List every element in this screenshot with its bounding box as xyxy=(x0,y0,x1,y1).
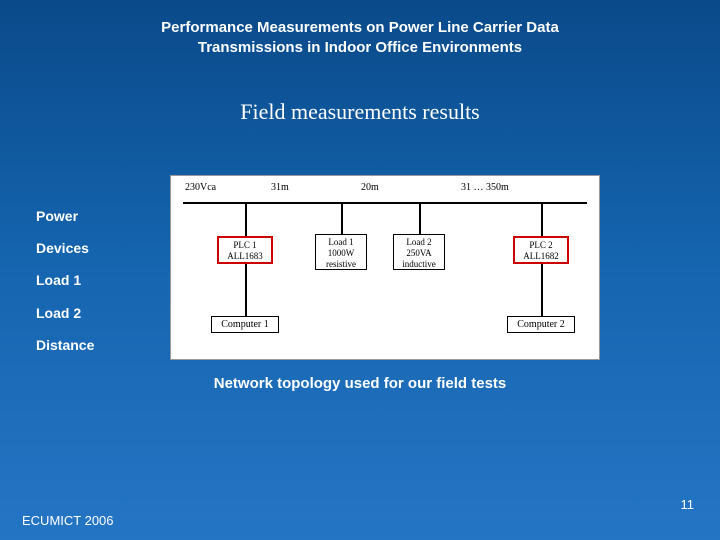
header-line2: Transmissions in Indoor Office Environme… xyxy=(198,39,522,56)
power-bus-line xyxy=(183,202,587,204)
footer-page-number: 11 xyxy=(681,497,695,512)
plc-node: PLC 1ALL1683 xyxy=(217,236,273,264)
sidebar-item: Load 2 xyxy=(36,297,94,329)
sidebar-item: Distance xyxy=(36,329,94,361)
diagram-caption: Network topology used for our field test… xyxy=(0,375,720,392)
footer-conference: ECUMICT 2006 xyxy=(22,513,114,528)
computer-link-line xyxy=(541,264,543,316)
distance-label: 31 … 350m xyxy=(461,182,509,193)
computer-link-line xyxy=(245,264,247,316)
drop-line xyxy=(245,202,247,236)
topology-diagram: 230Vca 31m 20m 31 … 350m PLC 1ALL1683 Load 11… xyxy=(170,175,600,360)
distance-label: 31m xyxy=(271,182,289,193)
load-node: Load 2250VAinductive xyxy=(393,234,445,270)
load-node: Load 11000Wresistive xyxy=(315,234,367,270)
sidebar-item: Devices xyxy=(36,232,94,264)
plc-node: PLC 2ALL1682 xyxy=(513,236,569,264)
header-line1: Performance Measurements on Power Line C… xyxy=(161,19,559,36)
computer-node: Computer 1 xyxy=(211,316,279,333)
sidebar-item: Load 1 xyxy=(36,264,94,296)
distance-label: 230Vca xyxy=(185,182,216,193)
slide-header: Performance Measurements on Power Line C… xyxy=(0,0,720,59)
distance-label: 20m xyxy=(361,182,379,193)
drop-line xyxy=(341,202,343,236)
computer-node: Computer 2 xyxy=(507,316,575,333)
sidebar-item: Power xyxy=(36,200,94,232)
sidebar-list: Power Devices Load 1 Load 2 Distance xyxy=(36,200,94,361)
drop-line xyxy=(541,202,543,236)
slide-subtitle: Field measurements results xyxy=(0,99,720,125)
drop-line xyxy=(419,202,421,236)
